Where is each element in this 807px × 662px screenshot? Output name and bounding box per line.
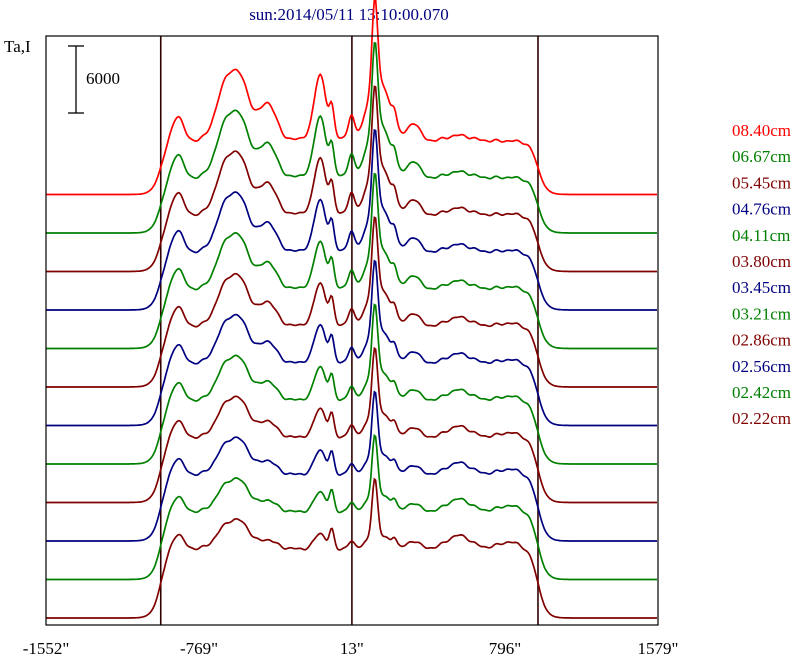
legend-entry-02.22cm: 02.22cm (732, 409, 791, 428)
x-tick-label: 13" (340, 639, 364, 658)
legend-entry-03.80cm: 03.80cm (732, 252, 791, 271)
legend-entry-04.76cm: 04.76cm (732, 200, 791, 219)
legend-entry-06.67cm: 06.67cm (732, 147, 791, 166)
series-line-03.80cm (46, 216, 657, 388)
series-line-04.11cm (46, 172, 657, 350)
series-line-04.76cm (46, 128, 657, 311)
series-line-02.86cm (46, 346, 657, 504)
x-axis-ticks: -1552" -769" 13" 796" 1579" (23, 639, 679, 658)
legend-entry-02.56cm: 02.56cm (732, 357, 791, 376)
series-line-02.42cm (46, 433, 657, 581)
scale-bar-label: 6000 (86, 69, 120, 88)
plot-frame (45, 35, 659, 626)
legend-entry-04.11cm: 04.11cm (732, 226, 790, 245)
series-line-03.21cm (46, 303, 657, 465)
legend-entry-02.86cm: 02.86cm (732, 331, 791, 350)
disk-edge-lines (159, 36, 539, 625)
x-tick-label: -1552" (23, 639, 70, 658)
legend-entry-02.42cm: 02.42cm (732, 383, 791, 402)
x-tick-label: -769" (180, 639, 218, 658)
x-tick-label: 1579" (638, 639, 679, 658)
legend-entry-05.45cm: 05.45cm (732, 173, 791, 192)
x-tick-label: 796" (489, 639, 521, 658)
scale-bar: 6000 (68, 45, 120, 114)
legend-entry-08.40cm: 08.40cm (732, 121, 791, 140)
series-line-08.40cm (46, 0, 657, 196)
legend: 08.40cm 06.67cm 05.45cm 04.76cm 04.11cm 03.80… (732, 121, 791, 428)
legend-entry-03.45cm: 03.45cm (732, 278, 791, 297)
series-line-02.56cm (46, 390, 657, 542)
series-line-03.45cm (46, 259, 657, 427)
series-lines (46, 0, 657, 619)
series-line-02.22cm (46, 477, 657, 619)
y-axis-label: Ta,I (4, 37, 31, 56)
series-line-05.45cm (46, 85, 657, 273)
legend-entry-03.21cm: 03.21cm (732, 304, 791, 323)
series-line-06.67cm (46, 41, 657, 234)
chart-title: sun:2014/05/11 13:10:00.070 (249, 5, 449, 24)
